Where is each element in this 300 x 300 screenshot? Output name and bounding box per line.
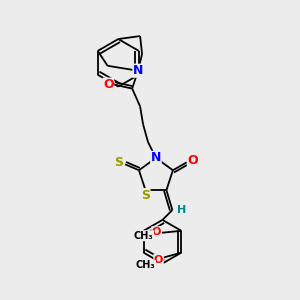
Text: N: N	[151, 152, 161, 164]
Text: S: S	[141, 189, 150, 202]
Text: H: H	[177, 205, 186, 215]
Text: CH₃: CH₃	[136, 260, 155, 271]
Text: O: O	[152, 227, 161, 237]
Text: O: O	[154, 254, 163, 265]
Text: O: O	[188, 154, 198, 167]
Text: O: O	[103, 78, 114, 91]
Text: CH₃: CH₃	[134, 231, 154, 241]
Text: N: N	[133, 64, 143, 77]
Text: S: S	[114, 156, 123, 169]
